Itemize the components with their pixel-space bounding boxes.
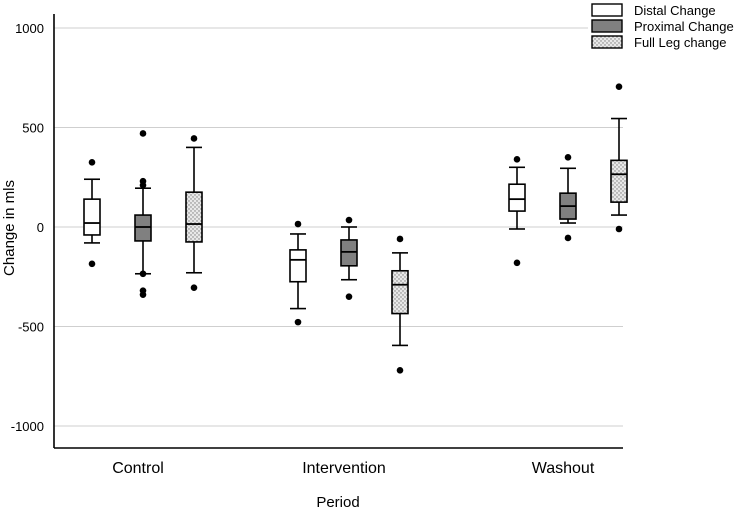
outlier-point — [345, 216, 353, 224]
outlier-point — [139, 291, 147, 298]
iqr-box — [289, 249, 307, 283]
legend-label: Full Leg change — [634, 35, 727, 50]
outlier-point — [615, 225, 623, 233]
outlier-point — [513, 259, 521, 267]
iqr-box — [340, 239, 358, 267]
outlier-point — [615, 83, 623, 91]
outlier-point — [564, 234, 572, 242]
box-proximal-change-intervention — [340, 216, 358, 300]
outlier-point — [294, 220, 302, 228]
outlier-point — [139, 270, 147, 278]
outlier-point — [190, 135, 198, 142]
outlier-point — [513, 156, 521, 163]
category-label: Control — [112, 460, 164, 477]
axes — [53, 14, 623, 449]
iqr-box — [134, 214, 152, 242]
box-proximal-change-control — [134, 130, 152, 298]
outlier-point — [88, 159, 96, 166]
box-full-leg-change-washout — [610, 83, 628, 233]
category-label: Washout — [532, 460, 595, 477]
box-distal-change-control — [83, 159, 101, 268]
y-tick-label: 0 — [37, 220, 44, 235]
box-proximal-change-washout — [559, 154, 577, 242]
outlier-point — [190, 284, 198, 291]
legend-swatch — [591, 35, 623, 49]
outlier-point — [294, 318, 302, 326]
outlier-point — [396, 235, 404, 243]
y-axis-title: Change in mls — [1, 180, 18, 276]
box-full-leg-change-intervention — [391, 235, 409, 374]
outlier-point — [139, 130, 147, 137]
box-distal-change-washout — [508, 156, 526, 267]
iqr-box — [185, 191, 203, 243]
y-tick-label: 500 — [22, 121, 44, 136]
legend-swatch — [591, 3, 623, 17]
box-distal-change-intervention — [289, 220, 307, 326]
box-full-leg-change-control — [185, 135, 203, 291]
y-tick-labels: 1000 500 0 -500 -1000 — [11, 21, 44, 434]
legend-label: Proximal Change — [634, 19, 734, 34]
legend-label: Distal Change — [634, 3, 716, 18]
outlier-point — [88, 260, 96, 268]
y-tick-label: -1000 — [11, 419, 44, 434]
outlier-point — [345, 293, 353, 300]
iqr-box — [391, 269, 409, 315]
category-label: Intervention — [302, 460, 386, 477]
outlier-point — [564, 154, 572, 161]
outlier-point — [139, 181, 147, 189]
iqr-box — [610, 159, 628, 203]
boxes — [83, 83, 628, 374]
y-tick-label: -500 — [18, 320, 44, 335]
iqr-box — [508, 183, 526, 212]
y-tick-label: 1000 — [15, 21, 44, 36]
outlier-point — [396, 366, 404, 374]
legend-swatch — [591, 19, 623, 33]
category-labels: Control Intervention Washout — [112, 460, 595, 477]
x-axis-title: Period — [316, 494, 359, 511]
iqr-box — [83, 198, 101, 236]
